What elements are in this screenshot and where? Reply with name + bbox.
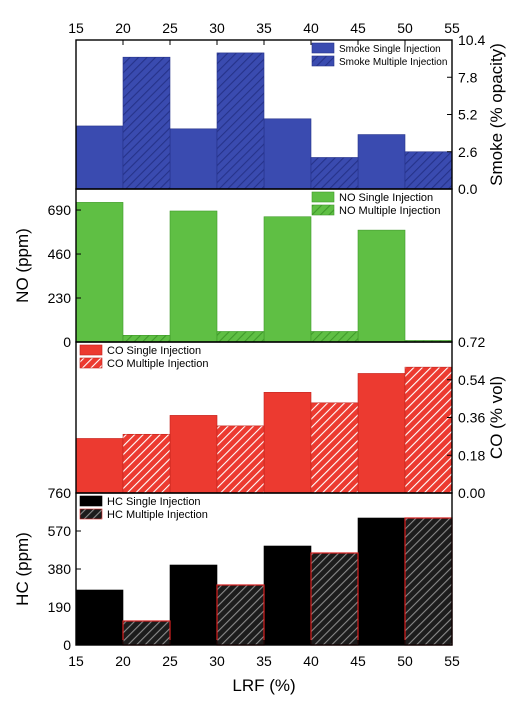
x-bottom-tick-label: 25 bbox=[162, 653, 178, 669]
x-top-tick-label: 20 bbox=[115, 20, 131, 36]
hc-single-bar-2 bbox=[169, 564, 218, 646]
smoke-ytick-label: 7.8 bbox=[458, 69, 478, 85]
smoke-legend-swatch-multiple bbox=[311, 55, 335, 67]
x-top-tick-label: 50 bbox=[397, 20, 413, 36]
hc-ytick-label: 0 bbox=[63, 637, 71, 653]
smoke-multiple-bar-2 bbox=[216, 52, 265, 190]
no-ytick-label: 460 bbox=[48, 246, 72, 262]
co-legend-swatch-multiple bbox=[79, 357, 103, 369]
x-bottom-tick-label: 35 bbox=[256, 653, 272, 669]
hc-multiple-bar-2 bbox=[216, 584, 265, 646]
x-bottom-tick-label: 45 bbox=[350, 653, 366, 669]
smoke-multiple-bar-3 bbox=[310, 157, 359, 190]
x-axis-title: LRF (%) bbox=[232, 676, 295, 695]
x-bottom-tick-label: 40 bbox=[303, 653, 319, 669]
x-bottom-tick-label: 30 bbox=[209, 653, 225, 669]
smoke-ytick-label: 10.4 bbox=[458, 32, 485, 48]
co-ytick-label: 0.36 bbox=[458, 410, 485, 426]
smoke-legend-swatch-single bbox=[311, 42, 335, 54]
x-top-tick-label: 45 bbox=[350, 20, 366, 36]
no-multiple-bar-2 bbox=[216, 331, 265, 343]
smoke-ytick-label: 5.2 bbox=[458, 107, 478, 123]
co-multiple-bar-1 bbox=[122, 433, 171, 494]
hc-multiple-bar-4 bbox=[404, 517, 453, 646]
hc-multiple-bar-1 bbox=[122, 620, 171, 646]
co-multiple-bar-2 bbox=[216, 425, 265, 494]
hc-ytick-label: 380 bbox=[48, 561, 72, 577]
no-multiple-bar-3 bbox=[310, 331, 359, 343]
co-legend-label-multiple: CO Multiple Injection bbox=[107, 358, 209, 370]
no-ytick-label: 230 bbox=[48, 290, 72, 306]
x-top-tick-label: 30 bbox=[209, 20, 225, 36]
co-multiple-bar-3 bbox=[310, 402, 359, 494]
smoke-single-bar-2 bbox=[169, 128, 218, 190]
co-ytick-label: 0.00 bbox=[458, 485, 485, 501]
hc-ytick-label: 190 bbox=[48, 599, 72, 615]
smoke-ytick-label: 0.0 bbox=[458, 181, 478, 197]
no-single-bar-4 bbox=[357, 229, 406, 343]
co-legend-label-single: CO Single Injection bbox=[107, 345, 201, 357]
no-ytick-label: 690 bbox=[48, 202, 72, 218]
no-legend-swatch-single bbox=[311, 191, 335, 203]
x-bottom-tick-label: 15 bbox=[68, 653, 84, 669]
x-top-tick-label: 55 bbox=[444, 20, 460, 36]
no-legend-label-single: NO Single Injection bbox=[339, 192, 433, 204]
x-bottom-tick-label: 50 bbox=[397, 653, 413, 669]
no-y-axis-title: NO (ppm) bbox=[13, 228, 32, 303]
x-top-tick-label: 40 bbox=[303, 20, 319, 36]
no-legend-label-multiple: NO Multiple Injection bbox=[339, 205, 441, 217]
no-multiple-bar-1 bbox=[122, 335, 171, 343]
co-ytick-label: 0.72 bbox=[458, 334, 485, 350]
smoke-single-bar-1 bbox=[75, 125, 124, 190]
co-single-bar-4 bbox=[357, 373, 406, 494]
hc-ytick-label: 570 bbox=[48, 523, 72, 539]
smoke-y-axis-title: Smoke (% opacity) bbox=[487, 43, 506, 186]
co-y-axis-title: CO (% vol) bbox=[487, 376, 506, 459]
smoke-multiple-bar-4 bbox=[404, 151, 453, 190]
smoke-single-bar-3 bbox=[263, 118, 312, 190]
smoke-legend-label-single: Smoke Single Injection bbox=[339, 44, 441, 55]
hc-multiple-bar-3 bbox=[310, 552, 359, 646]
no-single-bar-2 bbox=[169, 210, 218, 343]
co-multiple-bar-4 bbox=[404, 366, 453, 494]
x-bottom-tick-label: 55 bbox=[444, 653, 460, 669]
smoke-ytick-label: 2.6 bbox=[458, 144, 478, 160]
smoke-multiple-bar-1 bbox=[122, 56, 171, 190]
hc-legend-label-multiple: HC Multiple Injection bbox=[107, 509, 208, 521]
no-legend-swatch-multiple bbox=[311, 204, 335, 216]
hc-legend-label-single: HC Single Injection bbox=[107, 496, 201, 508]
hc-legend-swatch-multiple bbox=[79, 508, 103, 520]
smoke-single-bar-4 bbox=[357, 134, 406, 190]
no-ytick-label: 0 bbox=[63, 334, 71, 350]
hc-single-bar-4 bbox=[357, 517, 406, 646]
co-ytick-label: 0.18 bbox=[458, 447, 485, 463]
co-ytick-label: 0.54 bbox=[458, 372, 485, 388]
hc-ytick-label: 760 bbox=[48, 485, 72, 501]
x-top-tick-label: 25 bbox=[162, 20, 178, 36]
co-single-bar-3 bbox=[263, 392, 312, 494]
hc-legend-swatch-single bbox=[79, 495, 103, 507]
x-top-tick-label: 15 bbox=[68, 20, 84, 36]
co-legend-swatch-single bbox=[79, 344, 103, 356]
hc-single-bar-3 bbox=[263, 545, 312, 646]
x-top-tick-label: 35 bbox=[256, 20, 272, 36]
hc-y-axis-title: HC (ppm) bbox=[13, 532, 32, 606]
no-single-bar-1 bbox=[75, 202, 124, 343]
co-single-bar-1 bbox=[75, 438, 124, 494]
x-bottom-tick-label: 20 bbox=[115, 653, 131, 669]
co-single-bar-2 bbox=[169, 415, 218, 494]
no-single-bar-3 bbox=[263, 216, 312, 343]
smoke-legend-label-multiple: Smoke Multiple Injection bbox=[339, 57, 447, 68]
hc-single-bar-1 bbox=[75, 589, 124, 646]
